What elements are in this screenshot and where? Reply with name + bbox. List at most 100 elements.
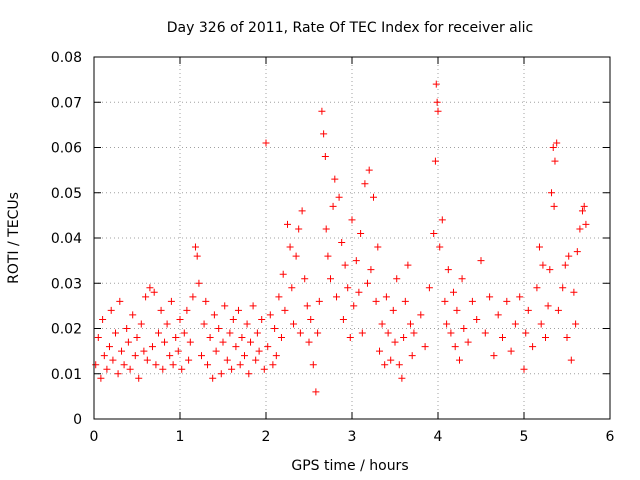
data-point [367,266,375,274]
data-point [434,107,442,115]
data-point [318,107,326,115]
data-point [103,365,111,373]
data-point [266,311,274,319]
data-point [516,293,524,301]
data-point [124,338,132,346]
data-point [236,361,244,369]
data-point [542,334,549,342]
y-axis-label: ROTI / TECUs [6,192,22,284]
data-point [209,374,217,382]
data-point [511,320,519,328]
data-point [358,329,366,337]
y-tick-label: 0.06 [51,141,82,157]
data-point [338,239,346,247]
data-point [425,284,433,292]
data-point [507,347,515,355]
data-point [210,311,218,319]
x-tick-label: 6 [606,429,615,445]
data-point [253,329,261,337]
y-tick-label: 0.02 [51,322,82,338]
data-point [535,243,543,251]
data-point [109,356,117,364]
data-point [131,352,139,360]
data-point [292,252,300,260]
data-point [221,302,229,310]
x-tick-labels: 0 1 2 3 4 5 6 [90,429,615,445]
y-tick-label: 0.01 [51,367,82,383]
data-point [430,229,438,237]
data-point [166,352,174,360]
data-point [312,388,320,396]
data-point [271,325,279,332]
data-point [228,365,236,373]
data-point [533,284,541,292]
data-point [580,202,588,210]
data-point [393,275,401,283]
data-point [148,343,156,351]
data-point [99,315,107,323]
data-point [195,279,203,287]
data-point [275,293,283,301]
data-point [135,374,143,382]
grid-lines [94,57,610,419]
data-point [191,243,199,251]
data-point [378,320,386,328]
data-point [97,374,105,382]
data-point [183,306,191,314]
data-point [180,329,188,337]
data-point [382,293,390,301]
data-point [126,365,134,373]
data-point [432,80,440,88]
data-point [561,261,569,269]
data-point [329,202,337,210]
data-point [92,361,100,369]
data-point [572,320,580,328]
data-point [324,252,332,260]
data-points [92,80,590,396]
data-point [260,365,268,373]
data-point [401,297,409,305]
data-point [361,180,369,188]
data-point [460,325,468,332]
data-point [212,347,220,355]
data-point [178,365,186,373]
data-point [333,293,341,301]
data-point [286,243,294,251]
data-point [169,361,177,369]
data-point [381,361,389,369]
data-point [176,315,184,323]
data-point [327,275,334,283]
data-point [443,320,451,328]
data-point [100,352,108,360]
data-point [290,320,298,328]
data-point [206,334,214,342]
data-point [372,297,380,305]
data-point [395,361,403,369]
data-point [473,315,481,323]
data-point [303,302,311,310]
data-point [296,329,304,337]
data-point [431,157,439,165]
data-point [219,338,227,346]
data-point [357,229,365,237]
x-axis-label: GPS time / hours [291,458,408,474]
data-point [458,275,466,283]
data-point [226,329,234,337]
x-tick-label: 0 [90,429,99,445]
data-point [494,311,502,319]
data-point [94,334,102,342]
data-point [258,315,266,323]
data-point [544,302,552,310]
data-point [486,293,494,301]
data-point [559,284,567,292]
data-point [186,338,194,346]
data-point [120,361,128,369]
data-point [553,139,561,147]
data-point [520,365,528,373]
data-point [241,352,248,360]
data-point [288,284,296,292]
axis-ticks [93,56,611,420]
data-point [339,315,347,323]
data-point [272,352,280,360]
